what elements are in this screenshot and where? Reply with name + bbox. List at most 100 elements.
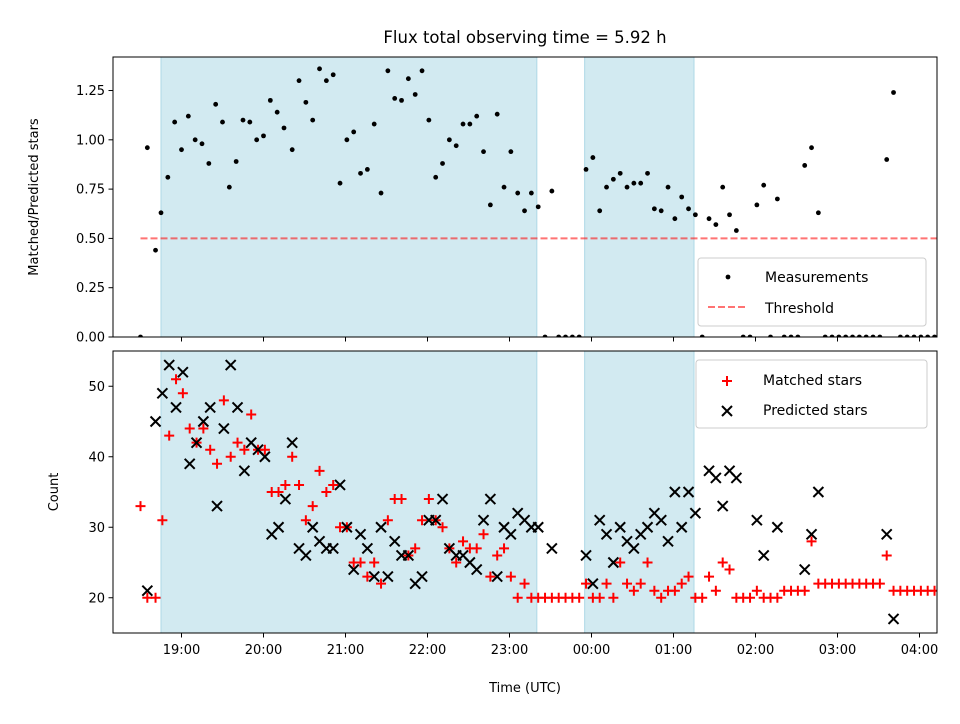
predicted-star-point [800, 565, 810, 575]
measurement-point [939, 335, 944, 340]
top-y-tick-label: 0.75 [76, 183, 105, 198]
bottom-y-tick-label: 40 [88, 450, 105, 465]
measurement-point [454, 143, 459, 148]
x-tick-label: 04:00 [901, 643, 938, 658]
measurement-point [165, 175, 170, 180]
matched-star-point [725, 565, 735, 575]
measurement-point [666, 185, 671, 190]
measurement-point [611, 177, 616, 182]
predicted-star-point [882, 529, 892, 539]
matched-star-point [711, 586, 721, 596]
predicted-star-point [711, 473, 721, 483]
measurement-point [247, 120, 252, 125]
measurement-point [481, 149, 486, 154]
predicted-star-point [718, 501, 728, 511]
measurement-point [802, 163, 807, 168]
measurement-point [447, 137, 452, 142]
measurement-point [145, 145, 150, 150]
measurement-point [213, 102, 218, 107]
x-tick-label: 19:00 [163, 643, 200, 658]
matched-star-point [930, 586, 940, 596]
bottom-y-tick-label: 50 [88, 380, 105, 395]
top-legend: MeasurementsThreshold [698, 258, 926, 326]
measurement-point [713, 222, 718, 227]
measurement-point [324, 78, 329, 83]
measurement-point [761, 183, 766, 188]
bottom-shaded-interval-0 [161, 351, 537, 633]
measurement-point [179, 147, 184, 152]
matched-star-point [718, 558, 728, 568]
x-tick-label: 22:00 [409, 643, 446, 658]
measurement-point [638, 181, 643, 186]
measurement-point [399, 98, 404, 103]
measurement-point [344, 137, 349, 142]
top-y-tick-label: 0.50 [76, 232, 105, 247]
measurement-point [392, 96, 397, 101]
measurement-point [282, 126, 287, 131]
measurement-point [679, 195, 684, 200]
predicted-star-point [813, 487, 823, 497]
bottom-y-tick-label: 30 [88, 521, 105, 536]
bottom-panel: 19:0020:0021:0022:0023:0000:0001:0002:00… [88, 351, 960, 658]
measurement-point [734, 228, 739, 233]
measurement-point [290, 147, 295, 152]
x-tick-label: 03:00 [819, 643, 856, 658]
measurement-point [495, 112, 500, 117]
measurement-point [474, 114, 479, 119]
matched-star-point [936, 586, 946, 596]
matched-star-point [800, 586, 810, 596]
x-axis-label: Time (UTC) [488, 681, 561, 696]
measurement-point [351, 130, 356, 135]
top-y-tick-label: 0.00 [76, 331, 105, 346]
matched-star-point [574, 593, 584, 603]
matched-star-point [704, 572, 714, 582]
measurement-point [227, 185, 232, 190]
measurement-point [365, 167, 370, 172]
measurement-point [672, 216, 677, 221]
measurement-point [172, 120, 177, 125]
measurement-point [727, 212, 732, 217]
measurement-point [234, 159, 239, 164]
measurement-point [659, 208, 664, 213]
measurement-point [379, 191, 384, 196]
measurement-point [652, 206, 657, 211]
matched-star-point [136, 501, 146, 511]
measurement-point [261, 133, 266, 138]
measurement-point [317, 66, 322, 71]
top-y-tick-label: 1.25 [76, 84, 105, 99]
x-tick-label: 21:00 [327, 643, 364, 658]
matched-star-point [882, 550, 892, 560]
measurement-point [310, 118, 315, 123]
bottom-y-axis-label: Count [47, 473, 62, 512]
top-panel: 0.000.250.500.751.001.25MeasurementsThre… [76, 57, 960, 346]
measurement-point [413, 92, 418, 97]
measurement-point [604, 185, 609, 190]
measurement-point [522, 208, 527, 213]
top-shaded-interval-1 [585, 57, 694, 337]
predicted-star-point [772, 522, 782, 532]
measurement-point [331, 72, 336, 77]
top-y-tick-label: 0.25 [76, 281, 105, 296]
measurement-point [590, 155, 595, 160]
measurement-point [707, 216, 712, 221]
bottom-y-tick-label: 20 [88, 591, 105, 606]
x-tick-label: 20:00 [245, 643, 282, 658]
matched-star-point [745, 593, 755, 603]
measurement-point [426, 118, 431, 123]
matched-star-point [875, 579, 885, 589]
measurement-point [467, 122, 472, 127]
measurement-point [891, 90, 896, 95]
predicted-star-point [752, 515, 762, 525]
measurement-point [440, 161, 445, 166]
top-y-axis-label: Matched/Predicted stars [27, 118, 42, 276]
measurement-point [515, 191, 520, 196]
predicted-star-point [547, 543, 557, 553]
legend-measurements-label: Measurements [765, 270, 868, 286]
bottom-legend: Matched starsPredicted stars [696, 360, 927, 428]
x-tick-label: 02:00 [737, 643, 774, 658]
measurement-point [406, 76, 411, 81]
predicted-star-point [889, 614, 899, 624]
predicted-star-point [731, 473, 741, 483]
measurement-point [597, 208, 602, 213]
measurement-point [461, 122, 466, 127]
